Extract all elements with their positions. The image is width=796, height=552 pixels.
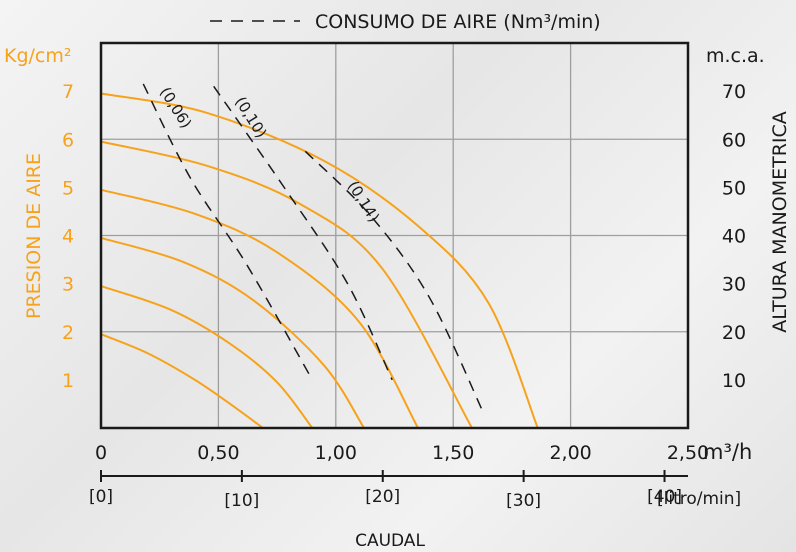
left-axis-label: PRESION DE AIRE [23, 153, 45, 319]
left-tick-label: 7 [62, 81, 74, 103]
x-axis-label: CAUDAL [355, 531, 425, 551]
x-axis-unit: m³/h [703, 440, 752, 464]
right-tick-label: 30 [722, 274, 746, 296]
secondary-tick-label: [40] [647, 487, 682, 507]
air-line-0 [142, 83, 313, 381]
pressure-curve-3 [100, 285, 314, 429]
right-axis-label: ALTURA MANOMETRICA [769, 111, 791, 333]
secondary-axis-unit: [litro/min] [657, 489, 741, 509]
x-tick-label: 0,50 [197, 442, 239, 464]
air-consumption-lines: (0,06) (0,10)(0,14) [142, 83, 485, 414]
left-tick-label: 2 [62, 322, 74, 344]
right-axis-ticks: 10 20 30 40 50 60 70 [722, 81, 746, 392]
secondary-axis-ticks: [0] [10] [20] [30] [40] [89, 470, 682, 511]
pressure-curves [100, 92, 539, 429]
x-tick-label: 2,50 [667, 442, 709, 464]
x-tick-label: 2,00 [549, 442, 591, 464]
left-axis-unit: Kg/cm² [4, 45, 72, 67]
x-tick-label: 1,00 [315, 442, 357, 464]
legend-label: CONSUMO DE AIRE (Nm³/min) [315, 11, 601, 33]
right-tick-label: 50 [722, 177, 746, 199]
air-line-1 [213, 85, 393, 381]
pressure-curve-5 [100, 188, 419, 429]
secondary-tick-label: [20] [365, 487, 400, 507]
x-tick-label: 0 [95, 442, 107, 464]
x-tick-label: 1,50 [432, 442, 474, 464]
air-line-2 [304, 150, 485, 414]
right-tick-label: 60 [722, 129, 746, 151]
right-tick-label: 40 [722, 226, 746, 248]
left-tick-label: 1 [62, 370, 74, 392]
pressure-curve-7 [100, 92, 539, 429]
right-axis-unit: m.c.a. [706, 45, 765, 67]
right-tick-label: 20 [722, 322, 746, 344]
pressure-curve-2 [100, 333, 264, 429]
grid [101, 43, 688, 428]
pressure-curve-4 [100, 236, 365, 429]
x-axis-ticks: 0 0,50 1,00 1,50 2,00 2,50 [95, 442, 709, 464]
left-tick-label: 6 [62, 129, 74, 151]
pressure-curve-6 [100, 140, 473, 429]
plot-frame [99, 41, 690, 430]
secondary-tick-label: [10] [224, 491, 259, 511]
secondary-tick-label: [30] [506, 491, 541, 511]
right-tick-label: 10 [722, 370, 746, 392]
air-line-label: (0,10) [231, 93, 270, 141]
air-line-label: (0,14) [344, 178, 383, 226]
left-tick-label: 3 [62, 274, 74, 296]
left-tick-label: 4 [62, 226, 74, 248]
secondary-tick-label: [0] [89, 487, 113, 507]
left-tick-label: 5 [62, 177, 74, 199]
left-axis-ticks: 1 2 3 4 5 6 7 [62, 81, 74, 392]
right-tick-label: 70 [722, 81, 746, 103]
